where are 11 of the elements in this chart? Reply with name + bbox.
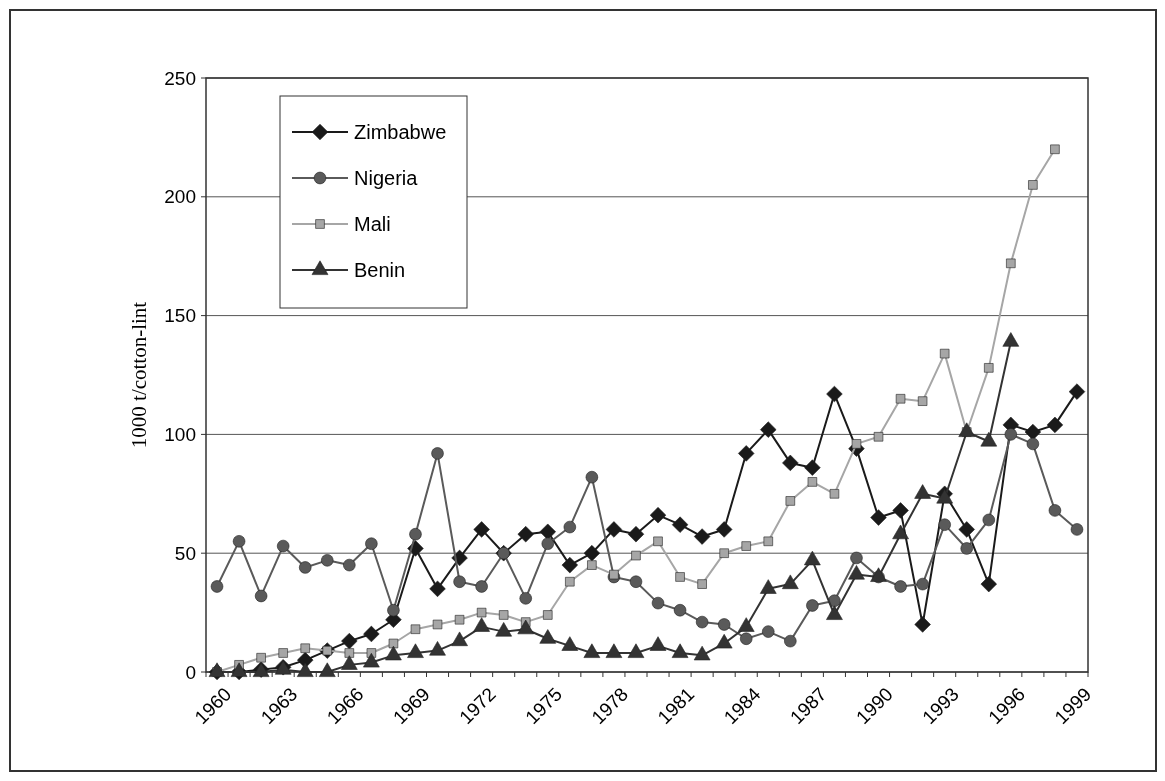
y-tick-label: 0 <box>185 661 196 683</box>
y-axis-title: 1000 t/cotton-lint <box>127 301 151 449</box>
y-tick-label: 200 <box>164 186 196 208</box>
y-tick-label: 250 <box>164 67 196 89</box>
legend-label: Zimbabwe <box>354 121 447 143</box>
legend-label: Benin <box>354 259 406 281</box>
y-tick-label: 100 <box>164 424 196 446</box>
legend-label: Mali <box>354 213 391 235</box>
y-tick-label: 150 <box>164 305 196 327</box>
y-tick-label: 50 <box>174 542 196 564</box>
legend-label: Nigeria <box>354 167 419 189</box>
